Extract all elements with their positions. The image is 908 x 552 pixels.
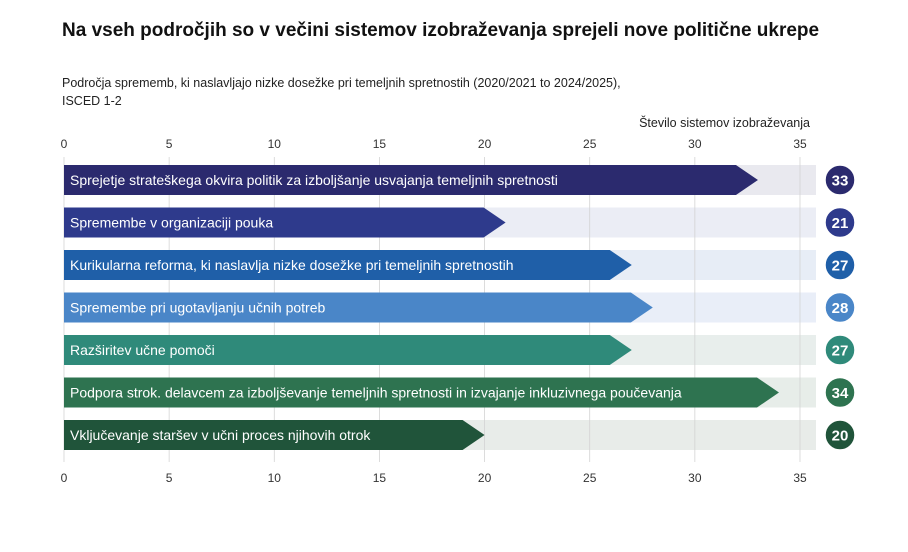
value-badge [824, 419, 856, 451]
x-tick-label-top: 30 [688, 137, 702, 151]
bar-category-label: Kurikularna reforma, ki naslavlja nizke … [70, 257, 514, 273]
bar-value-label: 27 [832, 343, 849, 360]
bar-category-label: Vključevanje staršev v učni proces njiho… [70, 427, 371, 443]
bar [64, 377, 779, 408]
subtitle-line-1: Področja sprememb, ki naslavljajo nizke … [62, 76, 621, 90]
x-tick-label-bottom: 10 [268, 471, 282, 485]
value-badge [824, 249, 856, 281]
x-tick-label-top: 35 [793, 137, 807, 151]
value-badge [824, 206, 856, 239]
chart-subtitle: Področja sprememb, ki naslavljajo nizke … [62, 74, 742, 110]
bar-value-label: 21 [832, 215, 849, 232]
x-tick-label-top: 10 [268, 137, 282, 151]
subtitle-line-2: ISCED 1-2 [62, 94, 122, 108]
x-tick-label-bottom: 15 [373, 471, 387, 485]
bar-category-label: Razširitev učne pomoči [70, 342, 215, 358]
x-tick-label-bottom: 0 [61, 471, 68, 485]
bar-value-label: 20 [832, 428, 849, 445]
value-badge [824, 376, 856, 409]
x-tick-label-bottom: 35 [793, 471, 807, 485]
chart-title: Na vseh področjih so v večini sistemov i… [62, 20, 820, 41]
x-tick-label-bottom: 30 [688, 471, 702, 485]
bar-value-label: 28 [832, 300, 849, 317]
bar-category-label: Spremembe pri ugotavljanju učnih potreb [70, 300, 325, 316]
x-tick-label-top: 0 [61, 137, 68, 151]
bar-value-label: 33 [832, 173, 849, 190]
bar-category-label: Podpora strok. delavcem za izboljševanje… [70, 385, 682, 401]
bar [64, 292, 653, 323]
bar [64, 420, 485, 450]
x-tick-label-bottom: 25 [583, 471, 597, 485]
bar-value-label: 27 [832, 258, 849, 275]
bar-category-label: Sprejetje strateškega okvira politik za … [70, 172, 558, 188]
x-tick-label-bottom: 20 [478, 471, 492, 485]
bar [64, 207, 506, 238]
value-badge [824, 334, 856, 366]
x-tick-label-top: 25 [583, 137, 597, 151]
bar [64, 165, 758, 195]
bar [64, 335, 632, 365]
value-badge [824, 291, 856, 324]
bar-value-label: 34 [832, 385, 849, 402]
x-tick-label-top: 20 [478, 137, 492, 151]
x-tick-label-top: 15 [373, 137, 387, 151]
x-axis-title: Število sistemov izobraževanja [639, 116, 810, 130]
x-tick-label-bottom: 5 [166, 471, 173, 485]
value-badge [824, 164, 856, 196]
bar-category-label: Spremembe v organizaciji pouka [70, 215, 273, 231]
x-tick-label-top: 5 [166, 137, 173, 151]
bar [64, 250, 632, 280]
